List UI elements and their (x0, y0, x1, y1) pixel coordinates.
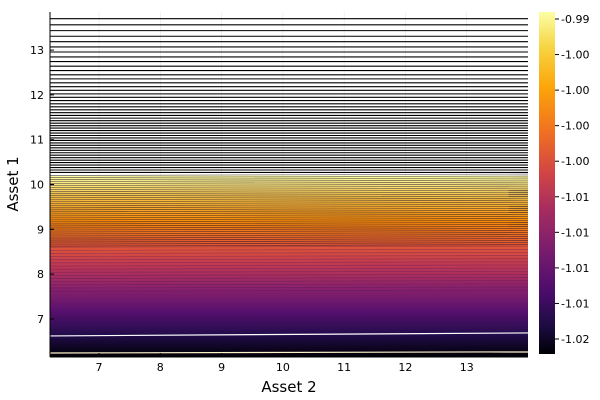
x-tick-label-0: 7 (96, 361, 103, 374)
contour-line-87 (50, 258, 528, 261)
colorbar-tick-label-7: -1.01 (561, 262, 589, 275)
plot-area: 7 8 9 10 11 12 13 7 8 9 10 11 12 13 (30, 12, 528, 374)
y-tick-label-0: 7 (37, 313, 44, 326)
contour-line-75 (50, 230, 528, 233)
y-tick-label-4: 11 (30, 134, 44, 147)
contour-line-59 (50, 197, 528, 201)
contour-line-55 (50, 189, 528, 193)
contour-line-77 (50, 234, 528, 237)
contour-line-80 (50, 240, 528, 243)
contour-line-68 (50, 215, 528, 219)
contour-line-94 (50, 280, 528, 283)
contour-line-82 (50, 244, 528, 247)
colorbar-tick-label-9: -1.02 (561, 333, 589, 346)
x-tick-label-4: 11 (337, 361, 351, 374)
x-tick-label-2: 9 (218, 361, 225, 374)
contour-line-83 (50, 245, 528, 248)
contour-line-52 (50, 183, 528, 187)
colorbar-tick-label-5: -1.01 (561, 191, 589, 204)
colorbar-tick-label-6: -1.01 (561, 226, 589, 239)
contour-line-95 (50, 283, 528, 286)
y-tick-label-1: 8 (37, 268, 44, 281)
colorbar-tick-label-3: -1.00 (561, 120, 589, 133)
contour-line-92 (50, 274, 528, 276)
contour-line-49 (50, 177, 528, 180)
contour-line-84 (50, 249, 528, 251)
x-tick-label-3: 10 (276, 361, 290, 374)
contour-line-71 (50, 222, 528, 225)
contour-lines (50, 18, 528, 354)
y-tick-label-6: 13 (30, 44, 44, 57)
contour-line-66 (50, 211, 528, 215)
contour-line-88 (50, 261, 528, 264)
y-tick-label-3: 10 (30, 179, 44, 192)
contour-line-58 (50, 195, 528, 199)
contour-line-64 (50, 207, 528, 211)
colorbar-tick-label-8: -1.01 (561, 297, 589, 310)
y-axis-title: Asset 1 (4, 156, 22, 211)
y-tick-label-2: 9 (37, 223, 44, 236)
colorbar-tick-label-0: -0.99 (561, 13, 589, 26)
contour-line-63 (50, 205, 528, 209)
x-ticks: 7 8 9 10 11 12 13 (96, 353, 474, 374)
contour-line-50 (50, 179, 528, 182)
contour-line-73 (50, 226, 528, 229)
contour-line-90 (50, 267, 528, 270)
contour-line-96 (50, 286, 528, 289)
contour-line-91 (50, 270, 528, 273)
y-ticks: 7 8 9 10 11 12 13 (30, 44, 54, 326)
contour-line-51 (50, 181, 528, 185)
colorbar-gradient (539, 12, 555, 354)
contour-line-47 (50, 173, 528, 176)
colorbar: -0.99 -1.00 -1.00 -1.00 -1.00 -1.01 -1.01 -1.01… (539, 12, 589, 354)
contour-line-53 (50, 185, 528, 189)
x-tick-label-1: 8 (157, 361, 164, 374)
contour-line-93 (50, 277, 528, 279)
y-tick-label-5: 12 (30, 89, 44, 102)
colorbar-tick-label-2: -1.00 (561, 84, 589, 97)
x-tick-label-5: 12 (398, 361, 412, 374)
colorbar-ticks: -0.99 -1.00 -1.00 -1.00 -1.00 -1.01 -1.01 -1.01… (555, 13, 589, 346)
contour-line-76 (50, 232, 528, 235)
colorbar-tick-label-1: -1.00 (561, 49, 589, 62)
contour-line-89 (50, 264, 528, 267)
contour-line-57 (50, 193, 528, 197)
contour-line-60 (50, 199, 528, 203)
contour-line-72 (50, 224, 528, 227)
x-axis-title: Asset 2 (261, 378, 316, 396)
contour-line-78 (50, 236, 528, 239)
contour-line-85 (50, 252, 528, 254)
contour-line-67 (50, 213, 528, 217)
contour-line-79 (50, 238, 528, 241)
contour-line-98 (50, 332, 528, 337)
contour-line-54 (50, 187, 528, 191)
contour-line-56 (50, 191, 528, 195)
contour-line-61 (50, 201, 528, 205)
contour-line-62 (50, 203, 528, 207)
contour-line-70 (50, 220, 528, 223)
contour-line-86 (50, 255, 528, 257)
contour-line-74 (50, 228, 528, 231)
colorbar-tick-label-4: -1.00 (561, 155, 589, 168)
x-tick-label-6: 13 (460, 361, 474, 374)
contour-line-48 (50, 175, 528, 178)
contour-line-65 (50, 209, 528, 213)
contour-line-97 (50, 289, 528, 292)
contour-line-81 (50, 242, 528, 245)
contour-line-69 (50, 217, 528, 221)
contour-line-99 (50, 351, 528, 354)
